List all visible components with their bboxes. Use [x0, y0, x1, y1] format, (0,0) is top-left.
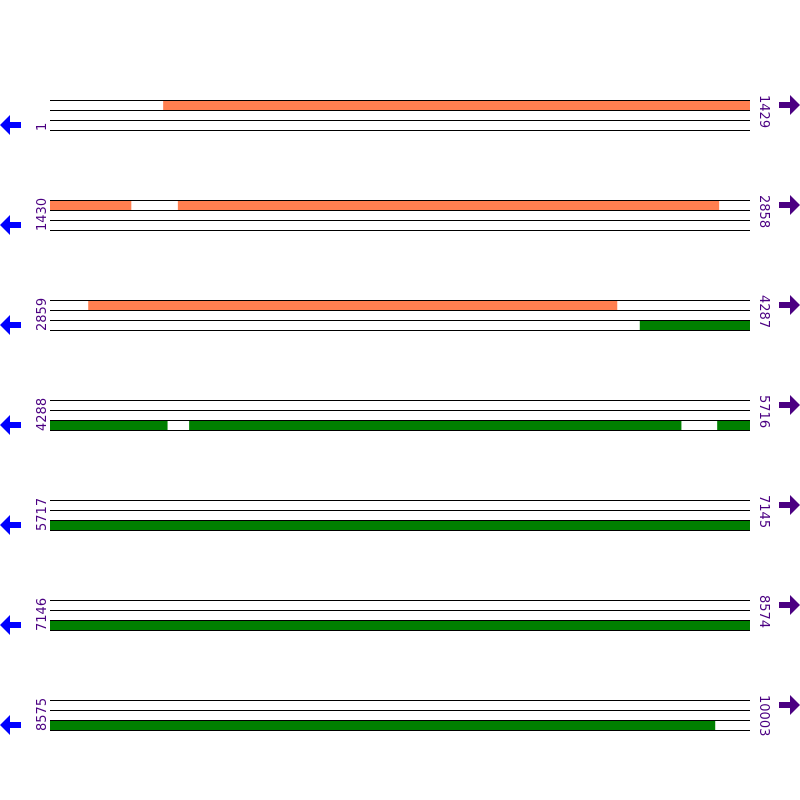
right-arrow-icon[interactable] [779, 595, 800, 615]
row-end-label: 10003 [756, 695, 771, 736]
left-arrow-icon[interactable] [0, 415, 21, 435]
left-arrow-icon[interactable] [0, 115, 21, 135]
row-start-label: 8575 [35, 698, 50, 731]
reverse-feature-segment[interactable] [189, 420, 682, 430]
row-end-label: 2858 [756, 195, 771, 228]
forward-feature-segment[interactable] [163, 100, 750, 110]
left-arrow-icon[interactable] [0, 615, 21, 635]
forward-feature-segment[interactable] [50, 200, 132, 210]
row-end-label: 8574 [756, 595, 771, 628]
right-arrow-icon[interactable] [779, 395, 800, 415]
right-arrow-icon[interactable] [779, 295, 800, 315]
reverse-feature-segment[interactable] [50, 720, 716, 730]
reverse-feature-segment[interactable] [717, 420, 750, 430]
left-arrow-icon[interactable] [0, 715, 21, 735]
reverse-feature-segment[interactable] [639, 320, 750, 330]
reverse-feature-segment[interactable] [50, 520, 750, 530]
left-arrow-icon[interactable] [0, 315, 21, 335]
row-start-label: 4288 [35, 398, 50, 431]
reverse-feature-segment[interactable] [50, 420, 168, 430]
right-arrow-icon[interactable] [779, 195, 800, 215]
forward-feature-segment[interactable] [88, 300, 618, 310]
row-start-label: 1 [35, 123, 50, 131]
row-end-label: 7145 [756, 495, 771, 528]
left-arrow-icon[interactable] [0, 215, 21, 235]
reverse-feature-segment[interactable] [50, 620, 750, 630]
row-start-label: 1430 [35, 198, 50, 231]
forward-feature-segment[interactable] [177, 200, 720, 210]
right-arrow-icon[interactable] [779, 95, 800, 115]
left-arrow-icon[interactable] [0, 515, 21, 535]
right-arrow-icon[interactable] [779, 695, 800, 715]
right-arrow-icon[interactable] [779, 495, 800, 515]
row-end-label: 1429 [756, 95, 771, 128]
row-start-label: 5717 [35, 498, 50, 531]
row-end-label: 5716 [756, 395, 771, 428]
row-start-label: 2859 [35, 298, 50, 331]
row-start-label: 7146 [35, 598, 50, 631]
row-end-label: 4287 [756, 295, 771, 328]
